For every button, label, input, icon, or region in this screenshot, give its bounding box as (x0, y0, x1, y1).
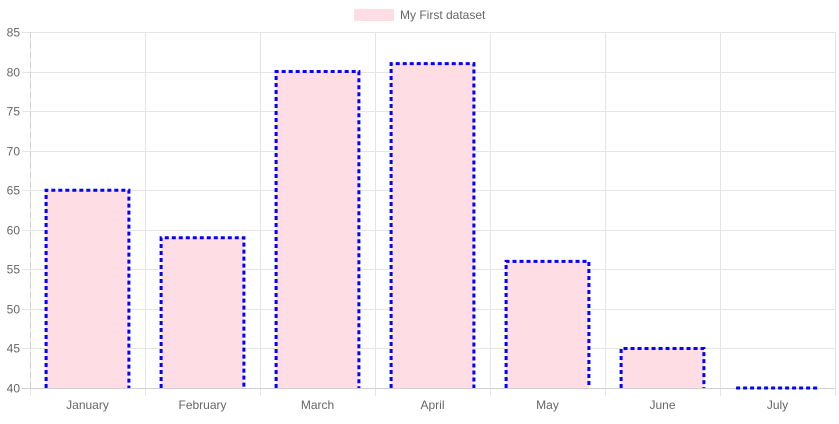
y-tick-label: 40 (7, 382, 21, 396)
bar[interactable] (161, 237, 244, 388)
y-tick-label: 65 (7, 184, 21, 198)
y-tick-label: 60 (7, 224, 21, 238)
x-tick-label: January (66, 398, 109, 412)
x-tick-label: July (767, 398, 788, 412)
bar-border (504, 259, 591, 388)
legend-swatch[interactable] (354, 9, 394, 21)
x-tick-label: March (301, 398, 334, 412)
bar[interactable] (506, 261, 589, 388)
bar[interactable] (621, 348, 704, 388)
y-tick-label: 55 (7, 263, 21, 277)
bar[interactable] (276, 71, 359, 389)
y-tick-label: 85 (7, 26, 21, 40)
axes: 40 45 50 55 60 65 70 75 80 85 January February March… (7, 26, 835, 412)
x-tick-label: February (178, 398, 226, 412)
x-tick-label: May (536, 398, 559, 412)
bar[interactable] (391, 63, 474, 389)
bar-border (159, 236, 246, 388)
x-tick-label: June (649, 398, 675, 412)
y-tick-label: 80 (7, 66, 21, 80)
bars (44, 62, 819, 390)
legend-label[interactable]: My First dataset (400, 8, 486, 22)
y-tick-label: 45 (7, 342, 21, 356)
x-tick-label: April (420, 398, 444, 412)
bar-border (274, 70, 361, 388)
y-tick-label: 75 (7, 105, 21, 119)
bar-border (619, 346, 706, 388)
bar-border (44, 188, 131, 388)
bar-border (389, 62, 476, 388)
y-tick-label: 70 (7, 145, 21, 159)
bar[interactable] (46, 190, 129, 388)
legend[interactable]: My First dataset (354, 8, 486, 22)
y-tick-label: 50 (7, 303, 21, 317)
